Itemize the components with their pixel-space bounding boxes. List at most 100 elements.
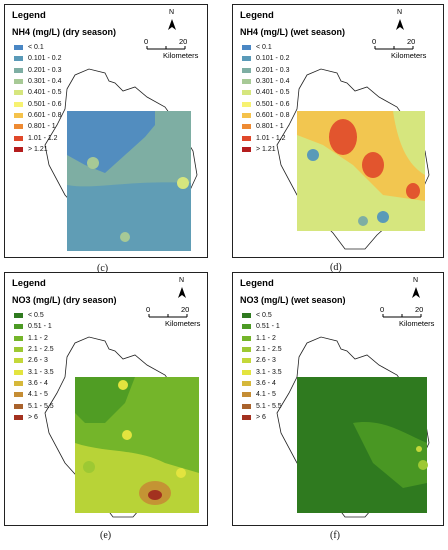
legend-swatch [242, 90, 251, 96]
legend-swatch [14, 403, 23, 409]
legend-label: 0.601 - 0.8 [256, 111, 290, 119]
legend-swatch [14, 369, 23, 375]
legend-swatch [14, 67, 23, 73]
north-label: N [169, 9, 175, 16]
legend-label: > 6 [256, 413, 266, 421]
legend-list: < 0.1 0.101 - 0.2 0.201 - 0.3 0.301 - 0.… [242, 42, 289, 155]
legend-item: < 0.1 [242, 42, 289, 53]
legend-title: Legend [240, 10, 274, 21]
legend-item: 2.1 - 2.5 [242, 344, 282, 355]
legend-swatch [14, 135, 23, 141]
legend-item: 3.6 - 4 [242, 378, 282, 389]
legend-swatch [14, 146, 23, 152]
legend-swatch [14, 124, 23, 130]
legend-swatch [242, 392, 251, 398]
legend-label: 0.401 - 0.5 [28, 89, 62, 97]
hotspot-high [148, 490, 162, 500]
legend-swatch [14, 313, 23, 319]
scale-zero: 0 [144, 37, 149, 46]
legend-swatch [14, 56, 23, 62]
map-panel-f: Legend NO3 (mg/L) (wet season) < 0.5 0.5… [232, 272, 444, 526]
legend-item: 0.401 - 0.5 [242, 87, 289, 98]
raster-zone-light [353, 422, 427, 488]
hotspot-high [406, 183, 420, 199]
scale-zero: 0 [380, 305, 385, 314]
legend-swatch [242, 56, 251, 62]
legend-swatch [242, 45, 251, 51]
legend-swatch [242, 380, 251, 386]
legend-item: 2.6 - 3 [14, 355, 54, 366]
legend-label: 1.1 - 2 [28, 334, 48, 342]
legend-label: 0.101 - 0.2 [256, 55, 290, 63]
legend-item: 0.601 - 0.8 [242, 110, 289, 121]
legend-item: 0.601 - 0.8 [14, 110, 61, 121]
raster-zone-warm [297, 111, 425, 201]
scale-unit: Kilometers [391, 51, 427, 60]
scale-twenty: 20 [415, 305, 424, 314]
legend-item: 0.301 - 0.4 [14, 76, 61, 87]
legend-label: 1.1 - 2 [256, 334, 276, 342]
scale-unit: Kilometers [399, 319, 435, 328]
legend-item: 4.1 - 5 [242, 389, 282, 400]
legend-label: > 6 [28, 413, 38, 421]
hotspot-high [329, 119, 357, 155]
hotspot [418, 460, 428, 470]
legend-item: 0.101 - 0.2 [14, 53, 61, 64]
legend-item: 1.1 - 2 [14, 333, 54, 344]
legend-swatch [242, 358, 251, 364]
legend-label: 0.301 - 0.4 [256, 78, 290, 86]
legend-label: < 0.5 [28, 312, 44, 320]
legend-item: < 0.5 [242, 310, 282, 321]
legend-label: 0.51 - 1 [256, 323, 280, 331]
scale-zero: 0 [372, 37, 377, 46]
legend-label: 0.201 - 0.3 [256, 66, 290, 74]
legend-item: < 0.5 [14, 310, 54, 321]
legend-label: > 1.21 [256, 145, 276, 153]
legend-swatch [242, 135, 251, 141]
legend-swatch [14, 90, 23, 96]
legend-label: 1.01 - 1.2 [256, 134, 286, 142]
map-panel-c: Legend NH4 (mg/L) (dry season) < 0.1 0.1… [4, 4, 208, 274]
raster-zone-low [67, 111, 155, 173]
figure-caption: (f) [330, 530, 340, 541]
legend-label: 5.1 - 5.5 [256, 402, 282, 410]
legend-label: < 0.1 [28, 44, 44, 52]
legend-swatch [14, 358, 23, 364]
hotspot [416, 446, 422, 452]
legend-swatch [14, 79, 23, 85]
legend-list: < 0.1 0.101 - 0.2 0.201 - 0.3 0.301 - 0.… [14, 42, 61, 155]
north-label: N [179, 277, 185, 284]
legend-swatch [14, 45, 23, 51]
scale-unit: Kilometers [165, 319, 201, 328]
hotspot-low [358, 216, 368, 226]
legend-item: 4.1 - 5 [14, 389, 54, 400]
legend-item: 0.201 - 0.3 [242, 65, 289, 76]
legend-item: 1.01 - 1.2 [14, 132, 61, 143]
legend-swatch [242, 67, 251, 73]
legend-swatch [242, 414, 251, 420]
figure-caption: (d) [330, 262, 342, 273]
legend-swatch [14, 392, 23, 398]
legend-label: 2.6 - 3 [256, 357, 276, 365]
legend-item: 3.6 - 4 [14, 378, 54, 389]
legend-label: 0.801 - 1 [256, 123, 284, 131]
legend-item: 3.1 - 3.5 [14, 366, 54, 377]
hotspot [176, 468, 186, 478]
legend-title: Legend [12, 278, 46, 289]
legend-label: 0.501 - 0.6 [256, 100, 290, 108]
legend-item: 2.6 - 3 [242, 355, 282, 366]
legend-list: < 0.5 0.51 - 1 1.1 - 2 2.1 - 2.5 2.6 - 3… [14, 310, 54, 423]
scale-unit: Kilometers [163, 51, 199, 60]
legend-swatch [14, 112, 23, 118]
north-label: N [413, 277, 419, 284]
legend-label: 0.401 - 0.5 [256, 89, 290, 97]
legend-label: 3.1 - 3.5 [256, 368, 282, 376]
hotspot-low [307, 149, 319, 161]
hotspot [120, 232, 130, 242]
legend-swatch [242, 101, 251, 107]
legend-label: 0.501 - 0.6 [28, 100, 62, 108]
legend-item: > 1.21 [14, 144, 61, 155]
legend-label: 0.601 - 0.8 [28, 111, 62, 119]
scale-zero: 0 [146, 305, 151, 314]
legend-swatch [14, 414, 23, 420]
